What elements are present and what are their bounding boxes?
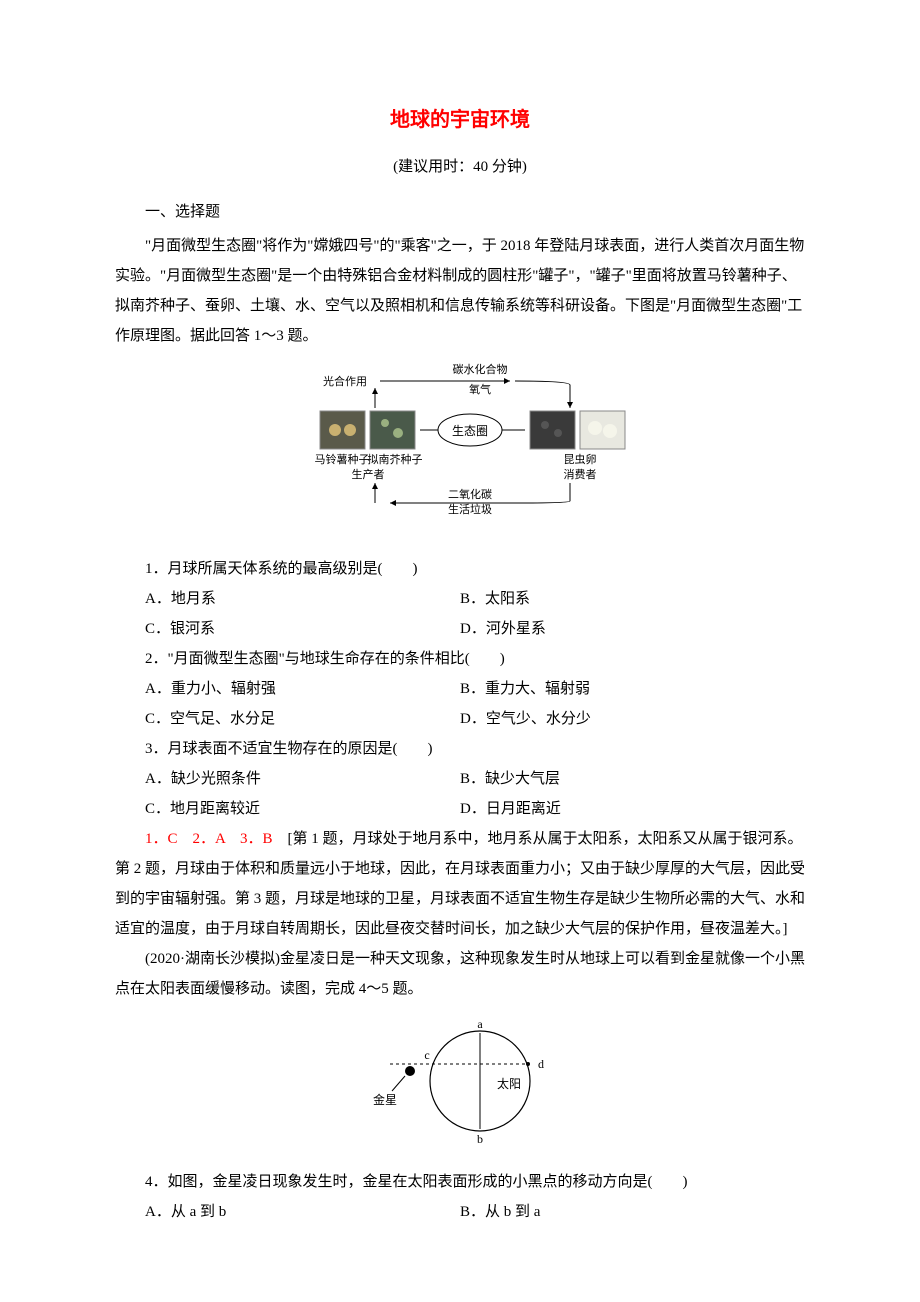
label-potato: 马铃薯种子 — [315, 452, 370, 466]
label-arabidopsis: 拟南芥种子 — [368, 452, 423, 466]
section-header: 一、选择题 — [115, 197, 805, 227]
q1-option-a: A．地月系 — [115, 584, 460, 614]
question-4: 4．如图，金星凌日现象发生时，金星在太阳表面形成的小黑点的移动方向是( ) — [115, 1167, 805, 1197]
label-d: d — [538, 1057, 544, 1071]
ecosphere-diagram: 光合作用 碳水化合物 氧气 生态圈 — [115, 363, 805, 544]
time-suggestion: (建议用时：40 分钟) — [115, 152, 805, 182]
q3-option-d: D．日月距离近 — [460, 794, 805, 824]
q4-option-b: B．从 b 到 a — [460, 1197, 805, 1227]
q1-option-b: B．太阳系 — [460, 584, 805, 614]
q1-option-d: D．河外星系 — [460, 614, 805, 644]
label-waste: 生活垃圾 — [448, 502, 492, 516]
label-c: c — [424, 1048, 429, 1062]
label-photosynthesis: 光合作用 — [323, 374, 367, 388]
venus-transit-diagram: a b c d 金星 太阳 — [115, 1016, 805, 1157]
label-b: b — [477, 1132, 483, 1146]
q1-option-c: C．银河系 — [115, 614, 460, 644]
label-a: a — [477, 1017, 483, 1031]
intro-paragraph-1: "月面微型生态圈"将作为"嫦娥四号"的"乘客"之一，于 2018 年登陆月球表面… — [115, 231, 805, 351]
label-ecosphere: 生态圈 — [452, 424, 488, 438]
question-2: 2．"月面微型生态圈"与地球生命存在的条件相比( ) — [115, 644, 805, 674]
q2-option-a: A．重力小、辐射强 — [115, 674, 460, 704]
question-1: 1．月球所属天体系统的最高级别是( ) — [115, 554, 805, 584]
label-venus: 金星 — [373, 1092, 397, 1107]
q4-option-a: A．从 a 到 b — [115, 1197, 460, 1227]
q2-option-b: B．重力大、辐射弱 — [460, 674, 805, 704]
label-co2: 二氧化碳 — [448, 487, 492, 501]
page-title: 地球的宇宙环境 — [115, 100, 805, 140]
label-producer: 生产者 — [352, 467, 385, 481]
question-3: 3．月球表面不适宜生物存在的原因是( ) — [115, 734, 805, 764]
label-consumer: 消费者 — [564, 467, 597, 481]
q2-option-d: D．空气少、水分少 — [460, 704, 805, 734]
label-sun: 太阳 — [497, 1076, 521, 1091]
q3-option-a: A．缺少光照条件 — [115, 764, 460, 794]
answer-explanation-1: 1．C 2．A 3．B [第 1 题，月球处于地月系中，地月系从属于太阳系，太阳… — [115, 824, 805, 944]
label-carbohydrate: 碳水化合物 — [453, 363, 508, 376]
q3-option-b: B．缺少大气层 — [460, 764, 805, 794]
answer-key: 1．C 2．A 3．B — [145, 831, 273, 847]
label-insect-egg: 昆虫卵 — [564, 453, 597, 466]
q2-option-c: C．空气足、水分足 — [115, 704, 460, 734]
label-oxygen: 氧气 — [469, 382, 491, 396]
intro-paragraph-2: (2020·湖南长沙模拟)金星凌日是一种天文现象，这种现象发生时从地球上可以看到… — [115, 944, 805, 1004]
q3-option-c: C．地月距离较近 — [115, 794, 460, 824]
